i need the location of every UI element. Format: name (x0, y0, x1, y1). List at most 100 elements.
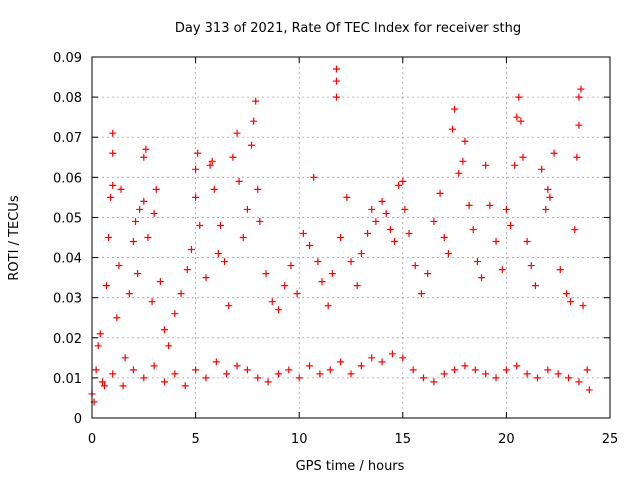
data-point (357, 250, 365, 258)
data-point (318, 278, 326, 286)
data-point (117, 185, 125, 193)
data-point (223, 370, 231, 378)
data-point (192, 193, 200, 201)
data-point (109, 129, 117, 137)
data-point (243, 205, 251, 213)
data-point (221, 258, 229, 266)
data-point (482, 161, 490, 169)
data-point (399, 177, 407, 185)
data-point (98, 378, 106, 386)
data-point (161, 326, 169, 334)
data-point (239, 234, 247, 241)
data-point (420, 374, 428, 382)
data-point (492, 374, 500, 382)
data-point (121, 354, 129, 362)
data-point (461, 362, 469, 370)
data-point (233, 362, 241, 370)
x-axis-label: GPS time / hours (296, 459, 405, 474)
data-point (585, 386, 593, 394)
data-point (161, 378, 169, 386)
data-point (233, 129, 241, 137)
data-point (332, 77, 340, 85)
data-point (264, 378, 272, 386)
y-tick-label: 0.05 (53, 211, 82, 226)
data-point (177, 290, 185, 298)
data-point (140, 197, 148, 205)
data-point (515, 93, 523, 101)
data-point (550, 149, 558, 157)
data-point (129, 366, 137, 374)
data-point (113, 314, 121, 322)
data-point (531, 282, 539, 290)
data-point (326, 366, 334, 374)
data-point (523, 370, 531, 378)
data-point (523, 238, 531, 246)
data-point (254, 185, 262, 193)
y-tick-label: 0.04 (53, 252, 82, 267)
data-point (252, 97, 260, 105)
data-point (556, 266, 564, 274)
data-point (248, 141, 256, 149)
data-point (285, 366, 293, 374)
data-point (461, 137, 469, 145)
data-point (492, 238, 500, 246)
data-point (482, 370, 490, 378)
data-point (94, 342, 102, 350)
data-points (88, 65, 593, 406)
data-point (440, 234, 448, 241)
data-point (575, 93, 583, 101)
data-point (134, 270, 142, 278)
data-point (202, 274, 210, 282)
data-point (337, 234, 345, 241)
data-point (382, 209, 390, 217)
data-point (144, 234, 152, 241)
data-point (347, 370, 355, 378)
data-point (424, 270, 432, 278)
data-point (119, 382, 127, 390)
data-point (92, 366, 100, 374)
data-point (109, 181, 117, 189)
data-point (538, 165, 546, 173)
data-point (129, 238, 137, 246)
data-point (243, 366, 251, 374)
data-point (156, 278, 164, 286)
y-tick-label: 0.06 (53, 171, 82, 186)
data-point (316, 370, 324, 378)
data-point (430, 378, 438, 386)
data-point (395, 181, 403, 189)
data-point (140, 153, 148, 161)
data-point (517, 117, 525, 125)
data-point (337, 358, 345, 366)
data-point (165, 342, 173, 350)
data-point (150, 362, 158, 370)
data-point (306, 242, 314, 250)
data-point (202, 374, 210, 382)
y-tick-label: 0 (74, 412, 82, 427)
data-point (465, 201, 473, 209)
data-point (444, 250, 452, 258)
data-point (436, 189, 444, 197)
data-point (148, 298, 156, 306)
data-point (562, 290, 570, 298)
data-point (347, 258, 355, 266)
data-point (554, 370, 562, 378)
data-point (567, 298, 575, 306)
data-point (225, 302, 233, 310)
data-point (399, 354, 407, 362)
data-point (210, 185, 218, 193)
data-point (212, 358, 220, 366)
data-point (378, 197, 386, 205)
data-point (96, 330, 104, 338)
data-point (332, 65, 340, 73)
data-point (262, 270, 270, 278)
data-point (107, 193, 115, 201)
data-point (343, 193, 351, 201)
x-tick-labels: 0 5 10 15 20 25 (88, 432, 618, 447)
data-point (171, 370, 179, 378)
data-point (459, 157, 467, 165)
data-point (513, 362, 521, 370)
y-tick-label: 0.07 (53, 131, 82, 146)
x-tick-label: 20 (498, 432, 515, 447)
data-point (502, 205, 510, 213)
data-point (299, 229, 307, 237)
